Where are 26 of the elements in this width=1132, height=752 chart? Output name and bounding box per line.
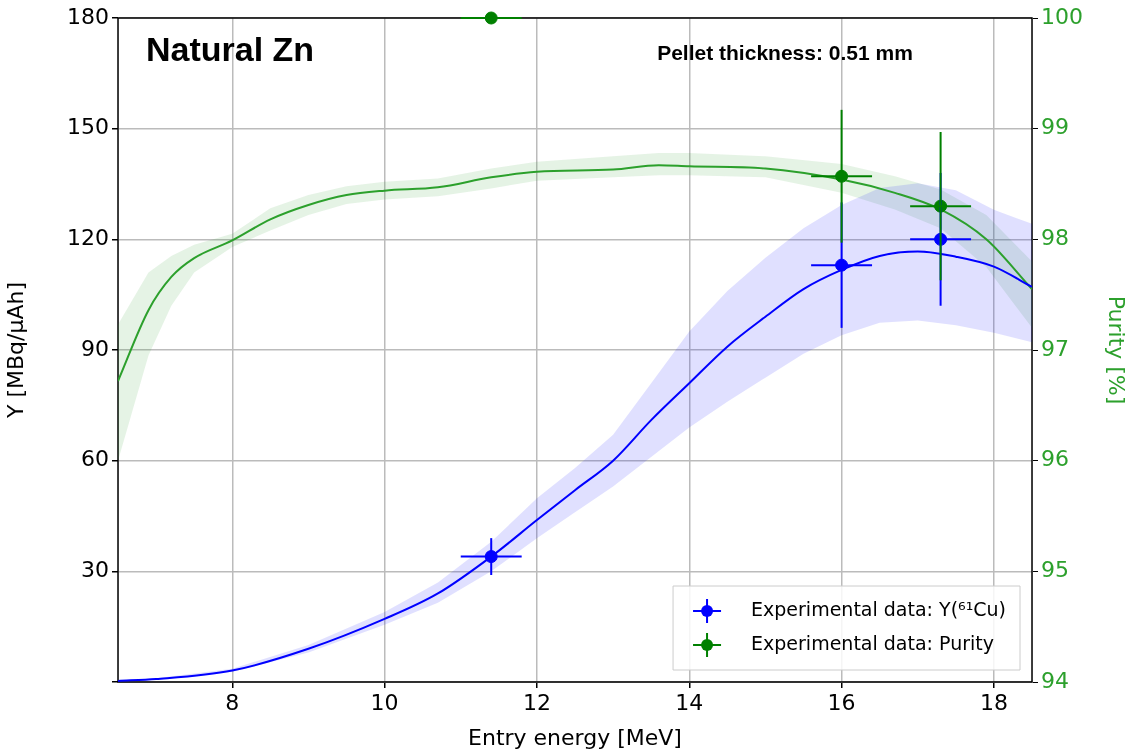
y2-tick-label: 99 [1041, 114, 1069, 140]
x-tick-label: 16 [827, 689, 856, 715]
y-tick-label: 60 [81, 446, 109, 472]
y2-tick-label: 94 [1041, 667, 1069, 693]
legend-label: Experimental data: Y(⁶¹Cu) [751, 597, 1006, 620]
y-tick-label: 180 [67, 3, 109, 29]
x-tick-label: 12 [522, 689, 551, 715]
y2-tick-label: 96 [1041, 446, 1069, 472]
x-tick-label: 10 [370, 689, 399, 715]
y2-tick-label: 98 [1041, 225, 1069, 251]
y2-tick-label: 95 [1041, 557, 1069, 583]
annotation: Natural Zn [146, 30, 315, 69]
y-tick-label: 150 [67, 114, 109, 140]
y-axis-title: Y [MBq/μAh] [2, 281, 28, 420]
legend-label: Experimental data: Purity [751, 631, 994, 654]
y2-tick-label: 97 [1041, 335, 1069, 361]
y2-tick-label: 100 [1041, 3, 1083, 29]
x-tick-label: 14 [675, 689, 704, 715]
y-tick-label: 30 [81, 557, 109, 583]
x-axis-title: Entry energy [MeV] [468, 724, 682, 750]
x-tick-label: 18 [979, 689, 1008, 715]
y2-axis-title: Purity [%] [1104, 295, 1130, 405]
y-tick-label: 90 [81, 335, 109, 361]
y-tick-label: 120 [67, 225, 109, 251]
x-tick-label: 8 [225, 689, 240, 715]
annotation: Pellet thickness: 0.51 mm [657, 40, 913, 64]
